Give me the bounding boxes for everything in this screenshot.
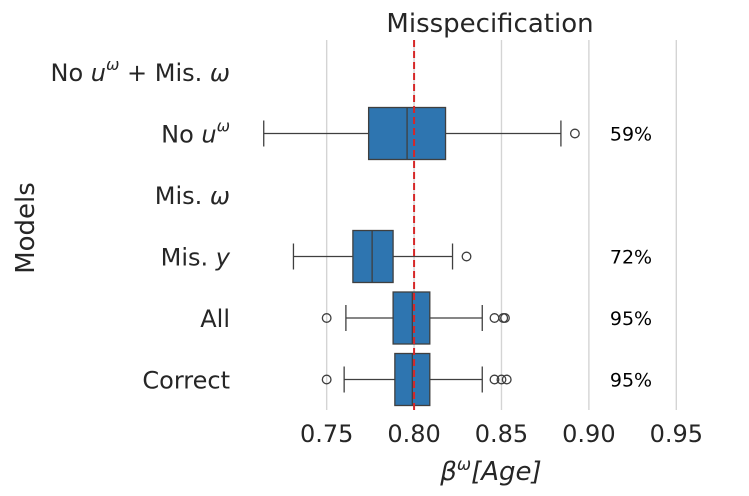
coverage-labels: 59% 72% 95% 95%: [610, 124, 652, 392]
x-tick-labels: 0.75 0.80 0.85 0.90 0.95: [300, 420, 703, 448]
y-tick-label-part: u: [91, 59, 106, 87]
y-tick-label-part: + Mis.: [119, 59, 210, 87]
y-tick-label: Mis. ω: [155, 182, 230, 210]
y-tick-label-part: y: [215, 244, 231, 272]
x-axis-label-bracket: [Age]: [471, 457, 542, 487]
outlier-point: [489, 374, 500, 385]
y-tick-label-part: Mis.: [161, 244, 216, 272]
x-axis-label-sup: ω: [457, 455, 471, 475]
y-tick-label-part: ω: [210, 59, 230, 87]
y-tick-label-part: Correct: [142, 367, 230, 395]
x-tick-label: 0.85: [475, 420, 528, 448]
outlier-point: [321, 374, 332, 385]
y-tick-label: No uω + Mis. ω: [50, 55, 230, 87]
x-axis-label: βω[Age]: [439, 455, 541, 487]
iqr-box: [392, 291, 431, 345]
y-tick-label-part: All: [200, 305, 230, 333]
x-tick-label: 0.80: [387, 420, 440, 448]
y-tick-label-part: No: [161, 121, 201, 149]
coverage-label: 59%: [610, 124, 652, 146]
y-tick-label-part: ω: [217, 117, 230, 136]
y-axis-label: Models: [11, 182, 41, 274]
x-tick-label: 0.95: [650, 420, 703, 448]
outlier-point: [501, 374, 512, 385]
y-tick-label-part: ω: [210, 182, 230, 210]
y-tick-label: All: [200, 305, 230, 333]
y-tick-label-part: ω: [106, 55, 119, 74]
boxes: [263, 106, 580, 407]
coverage-label: 95%: [610, 308, 652, 330]
y-tick-label-part: No: [50, 59, 90, 87]
outlier-point: [321, 313, 332, 323]
y-tick-label-part: u: [201, 121, 216, 149]
outlier-point: [500, 313, 510, 323]
x-tick-label: 0.75: [300, 420, 353, 448]
y-tick-label: No uω: [161, 117, 230, 149]
outlier-point: [461, 251, 472, 262]
y-tick-label-part: Mis.: [155, 182, 210, 210]
outlier-point: [496, 374, 507, 385]
x-tick-label: 0.90: [562, 420, 615, 448]
chart-title: Misspecification: [386, 9, 593, 39]
y-tick-label: Correct: [142, 367, 230, 395]
grid: [325, 40, 677, 410]
y-tick-label: Mis. y: [161, 244, 231, 272]
coverage-label: 72%: [610, 247, 652, 269]
coverage-label: 95%: [610, 370, 652, 392]
iqr-box: [352, 229, 394, 284]
x-axis-label-base: β: [439, 457, 457, 487]
outlier-point: [569, 128, 580, 139]
outlier-point: [489, 313, 500, 323]
